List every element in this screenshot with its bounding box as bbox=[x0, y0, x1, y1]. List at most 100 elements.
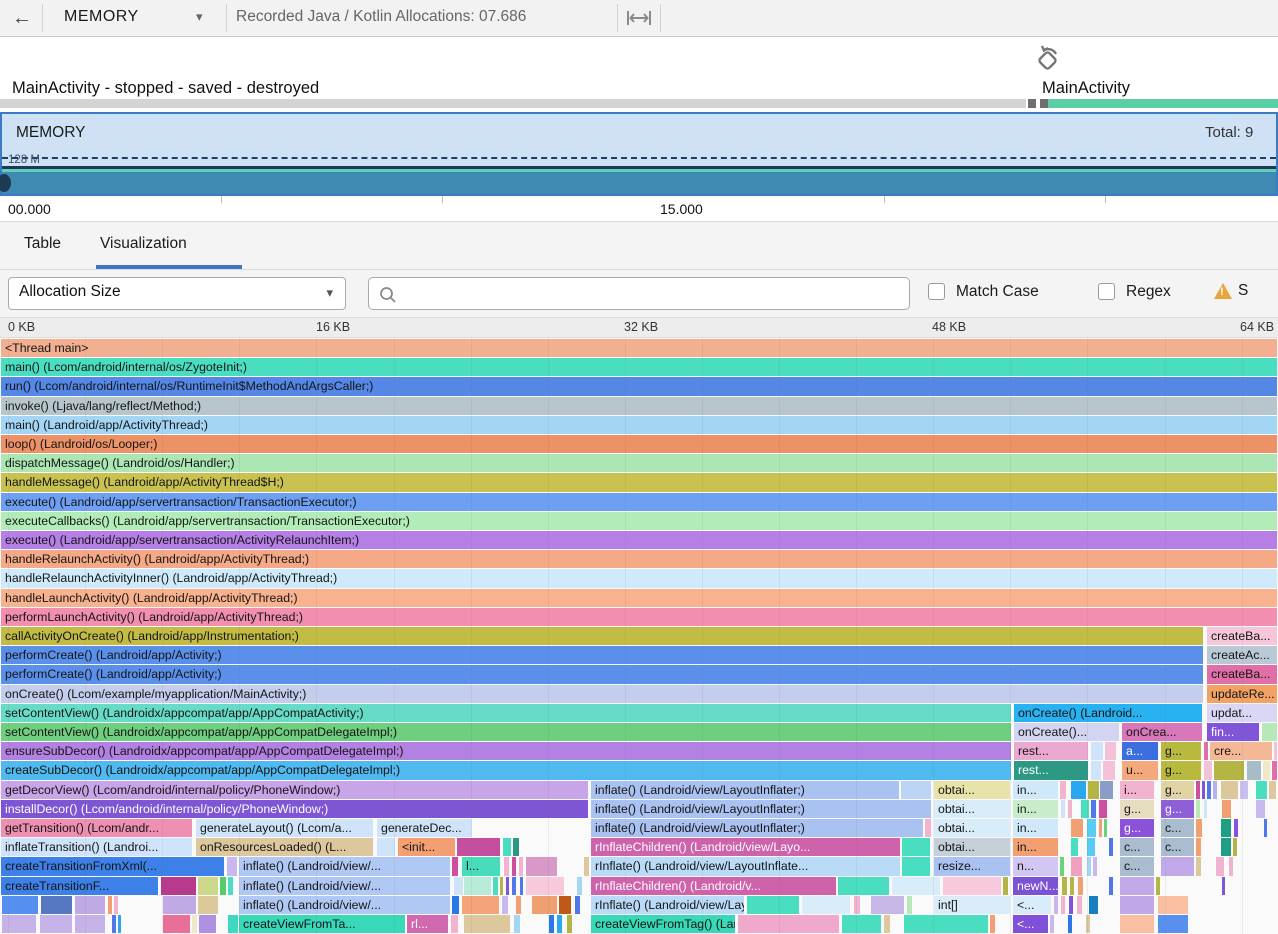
flame-segment[interactable] bbox=[1158, 915, 1188, 934]
flame-segment[interactable] bbox=[1071, 857, 1082, 876]
flame-segment[interactable] bbox=[452, 857, 458, 876]
flame-segment[interactable]: onCreate() (Landroid... bbox=[1014, 703, 1202, 722]
flame-segment[interactable]: setContentView() (Landroidx/appcompat/ap… bbox=[1, 703, 1011, 722]
flame-segment[interactable]: rl... bbox=[407, 915, 448, 934]
flame-segment[interactable] bbox=[1089, 895, 1098, 914]
flame-segment[interactable] bbox=[559, 895, 571, 914]
flame-segment[interactable] bbox=[502, 895, 508, 914]
flame-segment[interactable] bbox=[1071, 819, 1083, 838]
flame-segment[interactable] bbox=[118, 915, 121, 934]
flame-segment[interactable] bbox=[454, 876, 463, 895]
flame-segment[interactable]: cre... bbox=[1210, 742, 1272, 761]
flame-segment[interactable]: updateRe... bbox=[1207, 684, 1277, 703]
flame-segment[interactable]: obtai... bbox=[934, 838, 1010, 857]
flame-segment[interactable] bbox=[520, 876, 523, 895]
flame-segment[interactable] bbox=[1103, 761, 1115, 780]
flame-segment[interactable] bbox=[1109, 838, 1113, 857]
flame-segment[interactable] bbox=[1104, 819, 1107, 838]
flame-segment[interactable] bbox=[526, 857, 557, 876]
flame-segment[interactable]: onCreate() (Lcom/example/myapplication/M… bbox=[1, 684, 1203, 703]
flame-segment[interactable] bbox=[457, 838, 500, 857]
flame-segment[interactable]: execute() (Landroid/app/servertransactio… bbox=[1, 492, 1277, 511]
flame-segment[interactable]: updat... bbox=[1207, 703, 1277, 722]
flame-segment[interactable] bbox=[904, 915, 988, 934]
zoom-to-fit-icon[interactable] bbox=[626, 8, 652, 28]
flame-segment[interactable] bbox=[1099, 819, 1102, 838]
flame-segment[interactable]: obtai... bbox=[934, 780, 1010, 799]
flame-segment[interactable]: main() (Landroid/app/ActivityThread;) bbox=[1, 415, 1277, 434]
flame-segment[interactable]: obtai... bbox=[934, 799, 1010, 818]
flame-segment[interactable] bbox=[1204, 742, 1208, 761]
flame-segment[interactable] bbox=[1229, 857, 1233, 876]
flame-segment[interactable] bbox=[1256, 799, 1265, 818]
flame-segment[interactable]: createBa... bbox=[1207, 627, 1277, 646]
flame-segment[interactable]: in... bbox=[1013, 819, 1058, 838]
flame-segment[interactable]: executeCallbacks() (Landroid/app/servert… bbox=[1, 511, 1277, 530]
flame-segment[interactable] bbox=[584, 857, 589, 876]
flame-segment[interactable] bbox=[114, 895, 118, 914]
flame-segment[interactable] bbox=[198, 876, 218, 895]
flame-segment[interactable] bbox=[377, 838, 395, 857]
flame-segment[interactable] bbox=[854, 895, 860, 914]
flame-segment[interactable] bbox=[1196, 857, 1201, 876]
flame-segment[interactable] bbox=[577, 876, 582, 895]
flame-segment[interactable]: handleMessage() (Landroid/app/ActivityTh… bbox=[1, 473, 1277, 492]
match-case-label[interactable]: Match Case bbox=[956, 283, 1039, 300]
flame-segment[interactable] bbox=[802, 895, 850, 914]
flame-segment[interactable]: rInflate() (Landroid/view/Layo... bbox=[591, 895, 744, 914]
flame-segment[interactable] bbox=[747, 895, 799, 914]
regex-label[interactable]: Regex bbox=[1126, 283, 1171, 300]
flame-segment[interactable] bbox=[228, 876, 233, 895]
flame-segment[interactable] bbox=[199, 915, 216, 934]
back-button[interactable]: ← bbox=[12, 7, 32, 29]
flame-segment[interactable] bbox=[1120, 876, 1154, 895]
flame-segment[interactable] bbox=[1274, 742, 1277, 761]
flame-segment[interactable]: g... bbox=[1161, 780, 1194, 799]
flame-segment[interactable] bbox=[1196, 780, 1200, 799]
flame-segment[interactable] bbox=[1091, 799, 1096, 818]
flame-segment[interactable]: createBa... bbox=[1207, 665, 1277, 684]
flame-segment[interactable]: onCrea... bbox=[1122, 723, 1202, 742]
flame-segment[interactable] bbox=[1196, 799, 1200, 818]
flame-segment[interactable]: inflate() (Landroid/view/... bbox=[239, 895, 450, 914]
flame-segment[interactable]: g... bbox=[1161, 761, 1201, 780]
flame-segment[interactable] bbox=[1099, 799, 1107, 818]
flame-segment[interactable] bbox=[1204, 799, 1207, 818]
flame-segment[interactable] bbox=[1222, 876, 1225, 895]
flame-segment[interactable]: in... bbox=[1013, 780, 1058, 799]
flame-segment[interactable] bbox=[1213, 780, 1217, 799]
flame-segment[interactable] bbox=[532, 895, 557, 914]
flame-segment[interactable] bbox=[1086, 915, 1090, 934]
flame-segment[interactable] bbox=[1087, 819, 1096, 838]
flame-segment[interactable]: in... bbox=[1013, 799, 1058, 818]
flame-segment[interactable] bbox=[1221, 838, 1231, 857]
flame-segment[interactable]: a... bbox=[1122, 742, 1158, 761]
flame-segment[interactable]: getDecorView() (Lcom/android/internal/po… bbox=[1, 780, 588, 799]
flame-segment[interactable]: c... bbox=[1120, 838, 1154, 857]
flame-segment[interactable]: createViewFromTag() (Landr... bbox=[591, 915, 735, 934]
flame-segment[interactable] bbox=[40, 915, 72, 934]
flame-segment[interactable] bbox=[464, 915, 510, 934]
flame-segment[interactable] bbox=[2, 895, 38, 914]
flame-segment[interactable]: int[] bbox=[934, 895, 1010, 914]
search-box[interactable] bbox=[368, 277, 910, 310]
flame-segment[interactable] bbox=[1264, 819, 1267, 838]
flame-segment[interactable] bbox=[462, 895, 499, 914]
flame-segment[interactable]: inflate() (Landroid/view/LayoutInflater;… bbox=[591, 799, 931, 818]
flame-segment[interactable] bbox=[1050, 915, 1054, 934]
flame-segment[interactable] bbox=[1061, 799, 1065, 818]
flame-segment[interactable]: n... bbox=[1013, 857, 1058, 876]
flame-segment[interactable]: g... bbox=[1161, 799, 1194, 818]
flame-segment[interactable] bbox=[575, 895, 580, 914]
flame-segment[interactable] bbox=[943, 876, 1001, 895]
tab-table[interactable]: Table bbox=[24, 235, 62, 252]
flame-segment[interactable] bbox=[452, 895, 459, 914]
flame-segment[interactable] bbox=[1091, 761, 1101, 780]
flame-segment[interactable]: <... bbox=[1013, 915, 1048, 934]
flame-segment[interactable] bbox=[228, 915, 238, 934]
flame-segment[interactable]: resize... bbox=[934, 857, 1010, 876]
flame-segment[interactable]: onResourcesLoaded() (L... bbox=[196, 838, 373, 857]
flame-segment[interactable] bbox=[1196, 819, 1202, 838]
flame-segment[interactable] bbox=[493, 876, 498, 895]
flame-segment[interactable] bbox=[506, 876, 509, 895]
